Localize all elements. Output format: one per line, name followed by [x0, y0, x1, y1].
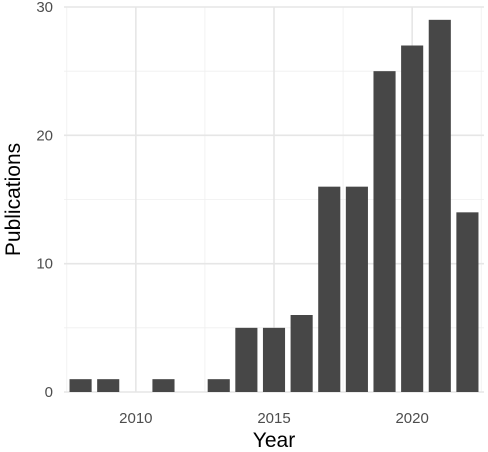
bar-2016 — [290, 315, 313, 392]
x-tick-labels: 2010 2015 2020 — [119, 410, 429, 427]
bars — [69, 19, 479, 393]
y-axis-title: Publications — [2, 143, 25, 256]
bar-2017 — [318, 186, 341, 392]
bar-2009 — [97, 379, 120, 392]
y-tick-label: 10 — [36, 256, 53, 273]
y-tick-label: 0 — [45, 384, 53, 401]
bar-2020 — [401, 45, 424, 392]
bar-2013 — [207, 379, 230, 392]
bar-2019 — [373, 71, 396, 393]
x-tick-label: 2010 — [119, 410, 152, 427]
x-axis-title: Year — [253, 429, 295, 452]
x-tick-label: 2015 — [257, 410, 290, 427]
y-tick-labels: 0 10 20 30 — [36, 0, 53, 401]
y-tick-label: 20 — [36, 127, 53, 144]
bar-2022 — [456, 212, 479, 392]
bar-2021 — [428, 19, 451, 392]
bar-2015 — [262, 327, 286, 392]
bar-2011 — [152, 379, 175, 392]
y-tick-label: 30 — [36, 0, 53, 16]
x-tick-label: 2020 — [395, 410, 428, 427]
bar-2008 — [69, 379, 92, 392]
bar-2018 — [345, 186, 368, 392]
bar-2014 — [235, 327, 258, 392]
